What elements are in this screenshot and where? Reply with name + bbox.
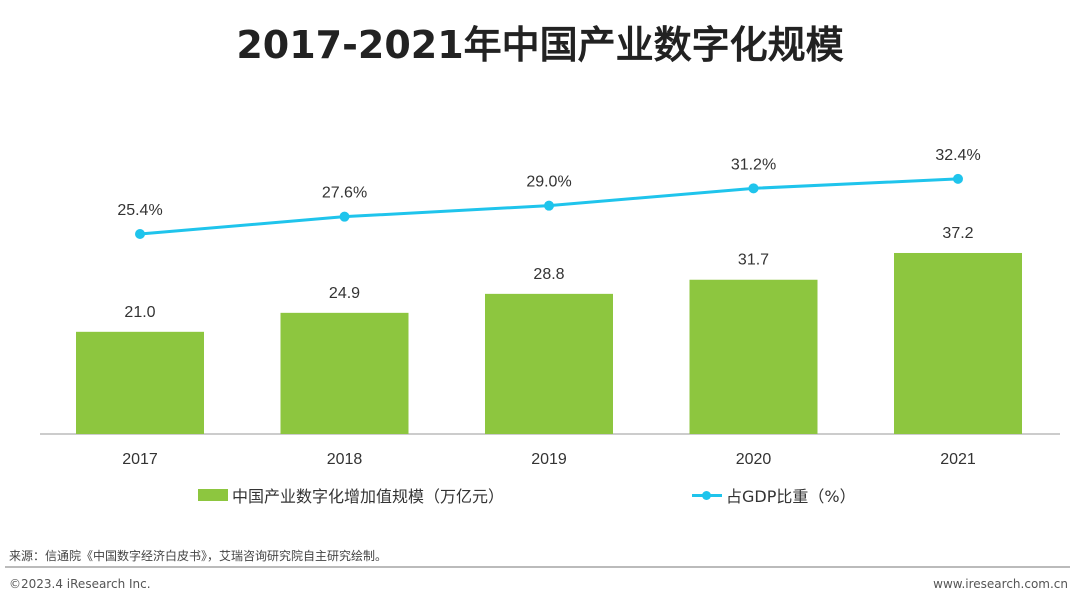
line-point: [544, 200, 554, 211]
line-data-label: 29.0%: [526, 174, 571, 191]
line-point: [953, 173, 963, 184]
x-tick-label: 2020: [736, 451, 772, 468]
chart-title: 2017-2021年中国产业数字化规模: [236, 23, 844, 67]
bar: [76, 331, 204, 434]
bar-data-label: 31.7: [738, 252, 769, 269]
x-tick-label: 2021: [940, 451, 976, 468]
legend-swatch-line: [692, 489, 722, 501]
bar-data-label: 28.8: [533, 266, 564, 283]
legend-item-line: 占GDP比重（%）: [692, 483, 856, 507]
legend-item-bar: 中国产业数字化增加值规模（万亿元）: [198, 483, 504, 507]
source-note: 来源：信通院《中国数字经济白皮书》，艾瑞咨询研究院自主研究绘制。: [9, 549, 388, 563]
line-point: [748, 183, 759, 194]
bar: [280, 312, 409, 434]
bar: [894, 252, 1022, 434]
copyright: ©2023.4 iResearch Inc.: [9, 577, 151, 591]
x-tick-label: 2018: [327, 451, 363, 468]
legend-label-line: 占GDP比重（%）: [726, 487, 856, 506]
legend-swatch-bar: [198, 489, 228, 501]
x-tick-label: 2017: [122, 451, 158, 468]
website-link[interactable]: www.iresearch.com.cn: [933, 577, 1068, 591]
bar-data-label: 24.9: [329, 285, 360, 302]
line-data-label: 32.4%: [935, 147, 980, 164]
bar: [485, 293, 613, 434]
line-data-label: 27.6%: [322, 185, 367, 202]
bar-data-label: 37.2: [942, 225, 973, 242]
line-point: [339, 211, 350, 222]
legend-label-bar: 中国产业数字化增加值规模（万亿元）: [232, 487, 505, 506]
bar: [689, 279, 818, 434]
line-data-label: 25.4%: [117, 202, 162, 219]
line-data-label: 31.2%: [731, 156, 776, 173]
line-point: [135, 229, 145, 240]
footer-divider: [5, 566, 1070, 568]
x-tick-label: 2019: [531, 451, 567, 468]
bar-data-label: 21.0: [124, 304, 155, 321]
